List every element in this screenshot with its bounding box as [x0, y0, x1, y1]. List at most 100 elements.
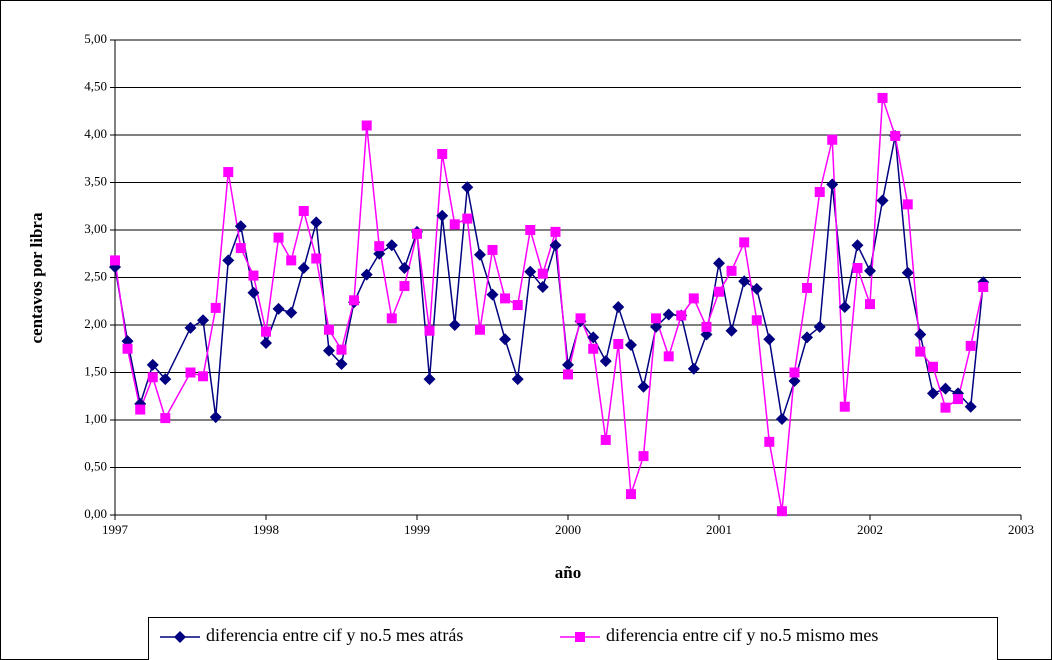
- marker: [500, 293, 511, 304]
- marker: [802, 282, 813, 293]
- marker: [537, 268, 548, 279]
- marker: [637, 380, 650, 393]
- marker: [624, 338, 637, 351]
- legend-marker: [575, 632, 585, 642]
- marker: [651, 313, 662, 324]
- marker: [813, 320, 826, 333]
- marker: [210, 302, 221, 313]
- marker: [473, 248, 486, 261]
- marker: [398, 262, 411, 274]
- x-tick-label: 1999: [404, 522, 430, 537]
- marker: [940, 402, 951, 413]
- marker: [374, 241, 385, 252]
- marker: [474, 324, 485, 335]
- marker: [676, 310, 687, 321]
- marker: [939, 382, 952, 395]
- y-tick-label: 1,50: [84, 363, 107, 378]
- marker: [927, 361, 938, 372]
- marker: [273, 232, 284, 243]
- marker: [877, 92, 888, 103]
- marker: [436, 209, 449, 222]
- marker: [662, 308, 675, 321]
- marker: [272, 302, 285, 315]
- marker: [159, 373, 172, 386]
- marker: [864, 264, 876, 277]
- marker: [512, 300, 523, 311]
- marker: [650, 320, 663, 333]
- marker: [209, 411, 222, 424]
- x-tick-label: 1998: [253, 522, 279, 537]
- marker: [311, 253, 322, 264]
- x-tick-label: 1997: [102, 522, 129, 537]
- marker: [902, 199, 913, 210]
- marker: [550, 226, 561, 237]
- marker: [915, 346, 926, 357]
- marker: [185, 367, 196, 378]
- y-tick-label: 2,00: [84, 316, 107, 331]
- marker: [461, 181, 474, 194]
- marker: [511, 373, 524, 386]
- y-tick-label: 0,00: [84, 506, 107, 521]
- marker: [323, 324, 334, 335]
- marker: [725, 324, 738, 337]
- marker: [600, 434, 611, 445]
- marker: [110, 255, 120, 266]
- y-tick-label: 4,50: [84, 78, 107, 93]
- y-axis-title: centavos por libra: [27, 212, 46, 343]
- marker: [901, 266, 914, 279]
- marker: [122, 343, 133, 354]
- marker: [549, 239, 562, 252]
- marker: [360, 268, 373, 281]
- marker: [814, 187, 825, 197]
- marker: [713, 257, 725, 270]
- marker: [361, 120, 372, 131]
- x-tick-label: 2002: [857, 522, 883, 537]
- marker: [386, 313, 397, 324]
- marker: [412, 228, 422, 239]
- marker: [322, 344, 335, 357]
- marker: [536, 281, 549, 293]
- marker: [852, 263, 863, 273]
- marker: [499, 333, 512, 346]
- y-tick-label: 5,00: [84, 31, 107, 46]
- marker: [914, 328, 927, 341]
- marker: [953, 394, 964, 405]
- marker: [424, 325, 435, 336]
- marker: [423, 373, 436, 386]
- marker: [524, 265, 537, 278]
- marker: [222, 254, 235, 267]
- legend-label: diferencia entre cif y no.5 mes atrás: [206, 625, 463, 645]
- marker: [876, 194, 889, 207]
- marker: [448, 319, 461, 331]
- marker: [160, 413, 171, 424]
- marker: [965, 340, 976, 351]
- marker: [801, 331, 814, 344]
- marker: [663, 351, 674, 362]
- marker: [625, 489, 636, 500]
- marker: [827, 134, 838, 145]
- marker: [851, 239, 864, 252]
- marker: [738, 275, 751, 288]
- marker: [184, 321, 197, 334]
- marker: [751, 315, 762, 326]
- marker: [612, 300, 625, 313]
- marker: [525, 225, 536, 235]
- marker: [437, 149, 448, 159]
- y-tick-label: 3,50: [84, 173, 107, 188]
- marker: [838, 300, 851, 313]
- y-tick-label: 2,50: [84, 268, 107, 283]
- marker: [336, 344, 347, 355]
- y-tick-label: 3,00: [84, 221, 107, 236]
- marker: [223, 167, 234, 178]
- marker: [234, 220, 247, 233]
- x-axis-title: año: [555, 563, 581, 582]
- marker: [775, 413, 788, 426]
- marker: [335, 357, 348, 370]
- marker: [788, 375, 801, 388]
- marker: [285, 306, 298, 319]
- marker: [260, 337, 272, 350]
- marker: [487, 244, 498, 255]
- marker: [764, 436, 775, 447]
- marker: [349, 295, 360, 306]
